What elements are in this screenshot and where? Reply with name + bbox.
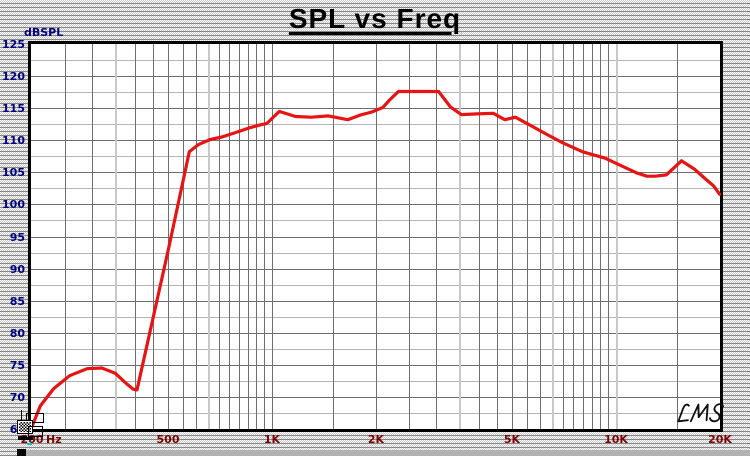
- y-tick-label: 105: [2, 166, 25, 179]
- gridline-vertical: [264, 44, 265, 429]
- gridline-vertical: [219, 44, 220, 429]
- y-tick-label: 85: [9, 295, 25, 308]
- gridline-horizontal: [31, 60, 723, 61]
- y-tick-label: 70: [9, 391, 25, 404]
- y-tick-label: 115: [2, 102, 25, 115]
- gridline-vertical: [272, 44, 273, 429]
- gridline-vertical: [527, 44, 528, 429]
- gridline-vertical: [248, 44, 249, 429]
- gridline-vertical: [92, 44, 93, 429]
- x-tick-label: 2K: [367, 433, 385, 446]
- x-axis-unit-label: Hz: [46, 433, 62, 446]
- gridline-vertical: [573, 44, 574, 429]
- gridline-vertical: [677, 44, 678, 429]
- gridline-vertical: [208, 44, 210, 429]
- gridline-vertical: [436, 44, 437, 429]
- gridline-vertical: [616, 44, 618, 429]
- horizontal-scrollbar[interactable]: [26, 450, 750, 456]
- gridline-vertical: [376, 44, 377, 429]
- plot-area: [31, 44, 723, 429]
- gridline-vertical: [479, 44, 480, 429]
- x-tick-label: 500: [156, 433, 180, 446]
- chart-title-text: SPL vs Freq: [288, 3, 462, 34]
- gridline-vertical: [409, 44, 410, 429]
- gridline-vertical: [65, 44, 66, 429]
- y-tick-label: 120: [2, 70, 25, 83]
- gridline-horizontal: [31, 76, 723, 77]
- scrollbar-end-cap: [17, 449, 26, 456]
- gridline-vertical: [497, 44, 498, 429]
- gridline-vertical: [600, 44, 601, 429]
- gridline-vertical: [256, 44, 257, 429]
- gridline-vertical: [552, 44, 554, 429]
- y-tick-label: 100: [2, 198, 25, 211]
- chart-title: SPL vs Freq: [0, 3, 750, 35]
- y-tick-label: 95: [9, 231, 25, 244]
- x-tick-label: 10K: [604, 433, 628, 446]
- y-tick-label: 90: [9, 263, 25, 276]
- y-tick-label: 125: [2, 38, 25, 51]
- x-tick-label: 1K: [263, 433, 281, 446]
- gridline-vertical: [583, 44, 584, 429]
- gridline-vertical: [183, 44, 184, 429]
- y-axis-unit-label: dBSPL: [24, 26, 64, 39]
- gridline-vertical: [512, 44, 513, 429]
- lms-logo: [677, 403, 724, 423]
- gridline-vertical: [459, 44, 461, 429]
- gridline-vertical: [333, 44, 334, 429]
- x-tick-label: 5K: [503, 433, 521, 446]
- gridline-vertical: [196, 44, 197, 429]
- gridline-vertical: [115, 44, 117, 429]
- gridline-vertical: [239, 44, 240, 429]
- cursor-marker-icon: [14, 410, 50, 448]
- y-tick-label: 80: [9, 327, 25, 340]
- gridline-vertical: [229, 44, 230, 429]
- y-tick-label: 75: [9, 359, 25, 372]
- gridline-vertical: [540, 44, 541, 429]
- gridline-vertical: [608, 44, 609, 429]
- gridline-vertical: [135, 44, 136, 429]
- gridline-vertical: [592, 44, 593, 429]
- gridline-vertical: [168, 44, 169, 429]
- x-tick-label: 20K: [708, 433, 732, 446]
- gridline-vertical: [153, 44, 154, 429]
- y-tick-label: 110: [2, 134, 25, 147]
- gridline-vertical: [563, 44, 564, 429]
